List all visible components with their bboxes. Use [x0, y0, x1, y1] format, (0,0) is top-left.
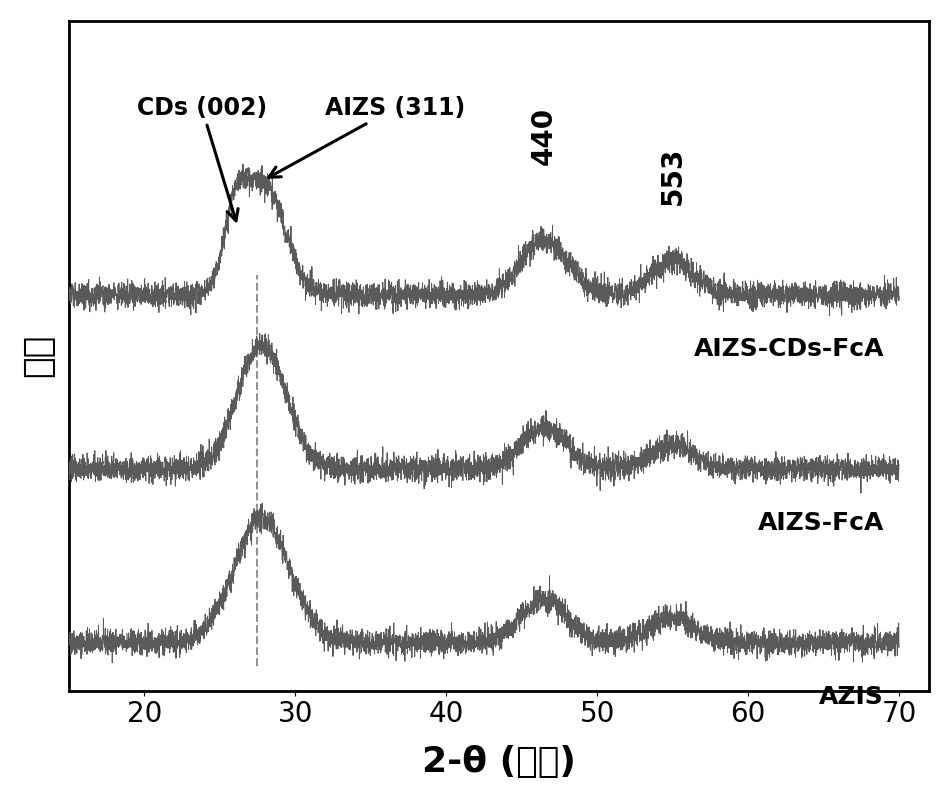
- Text: AIZS (311): AIZS (311): [269, 96, 466, 178]
- Y-axis label: 强度: 强度: [21, 334, 55, 378]
- Text: AIZS-FcA: AIZS-FcA: [757, 511, 884, 535]
- Text: 440: 440: [530, 106, 559, 165]
- Text: CDs (002): CDs (002): [137, 96, 267, 221]
- X-axis label: 2-θ (角度): 2-θ (角度): [422, 745, 576, 779]
- Text: 553: 553: [658, 146, 687, 205]
- Text: AZIS: AZIS: [819, 685, 884, 709]
- Text: AIZS-CDs-FcA: AIZS-CDs-FcA: [694, 337, 884, 361]
